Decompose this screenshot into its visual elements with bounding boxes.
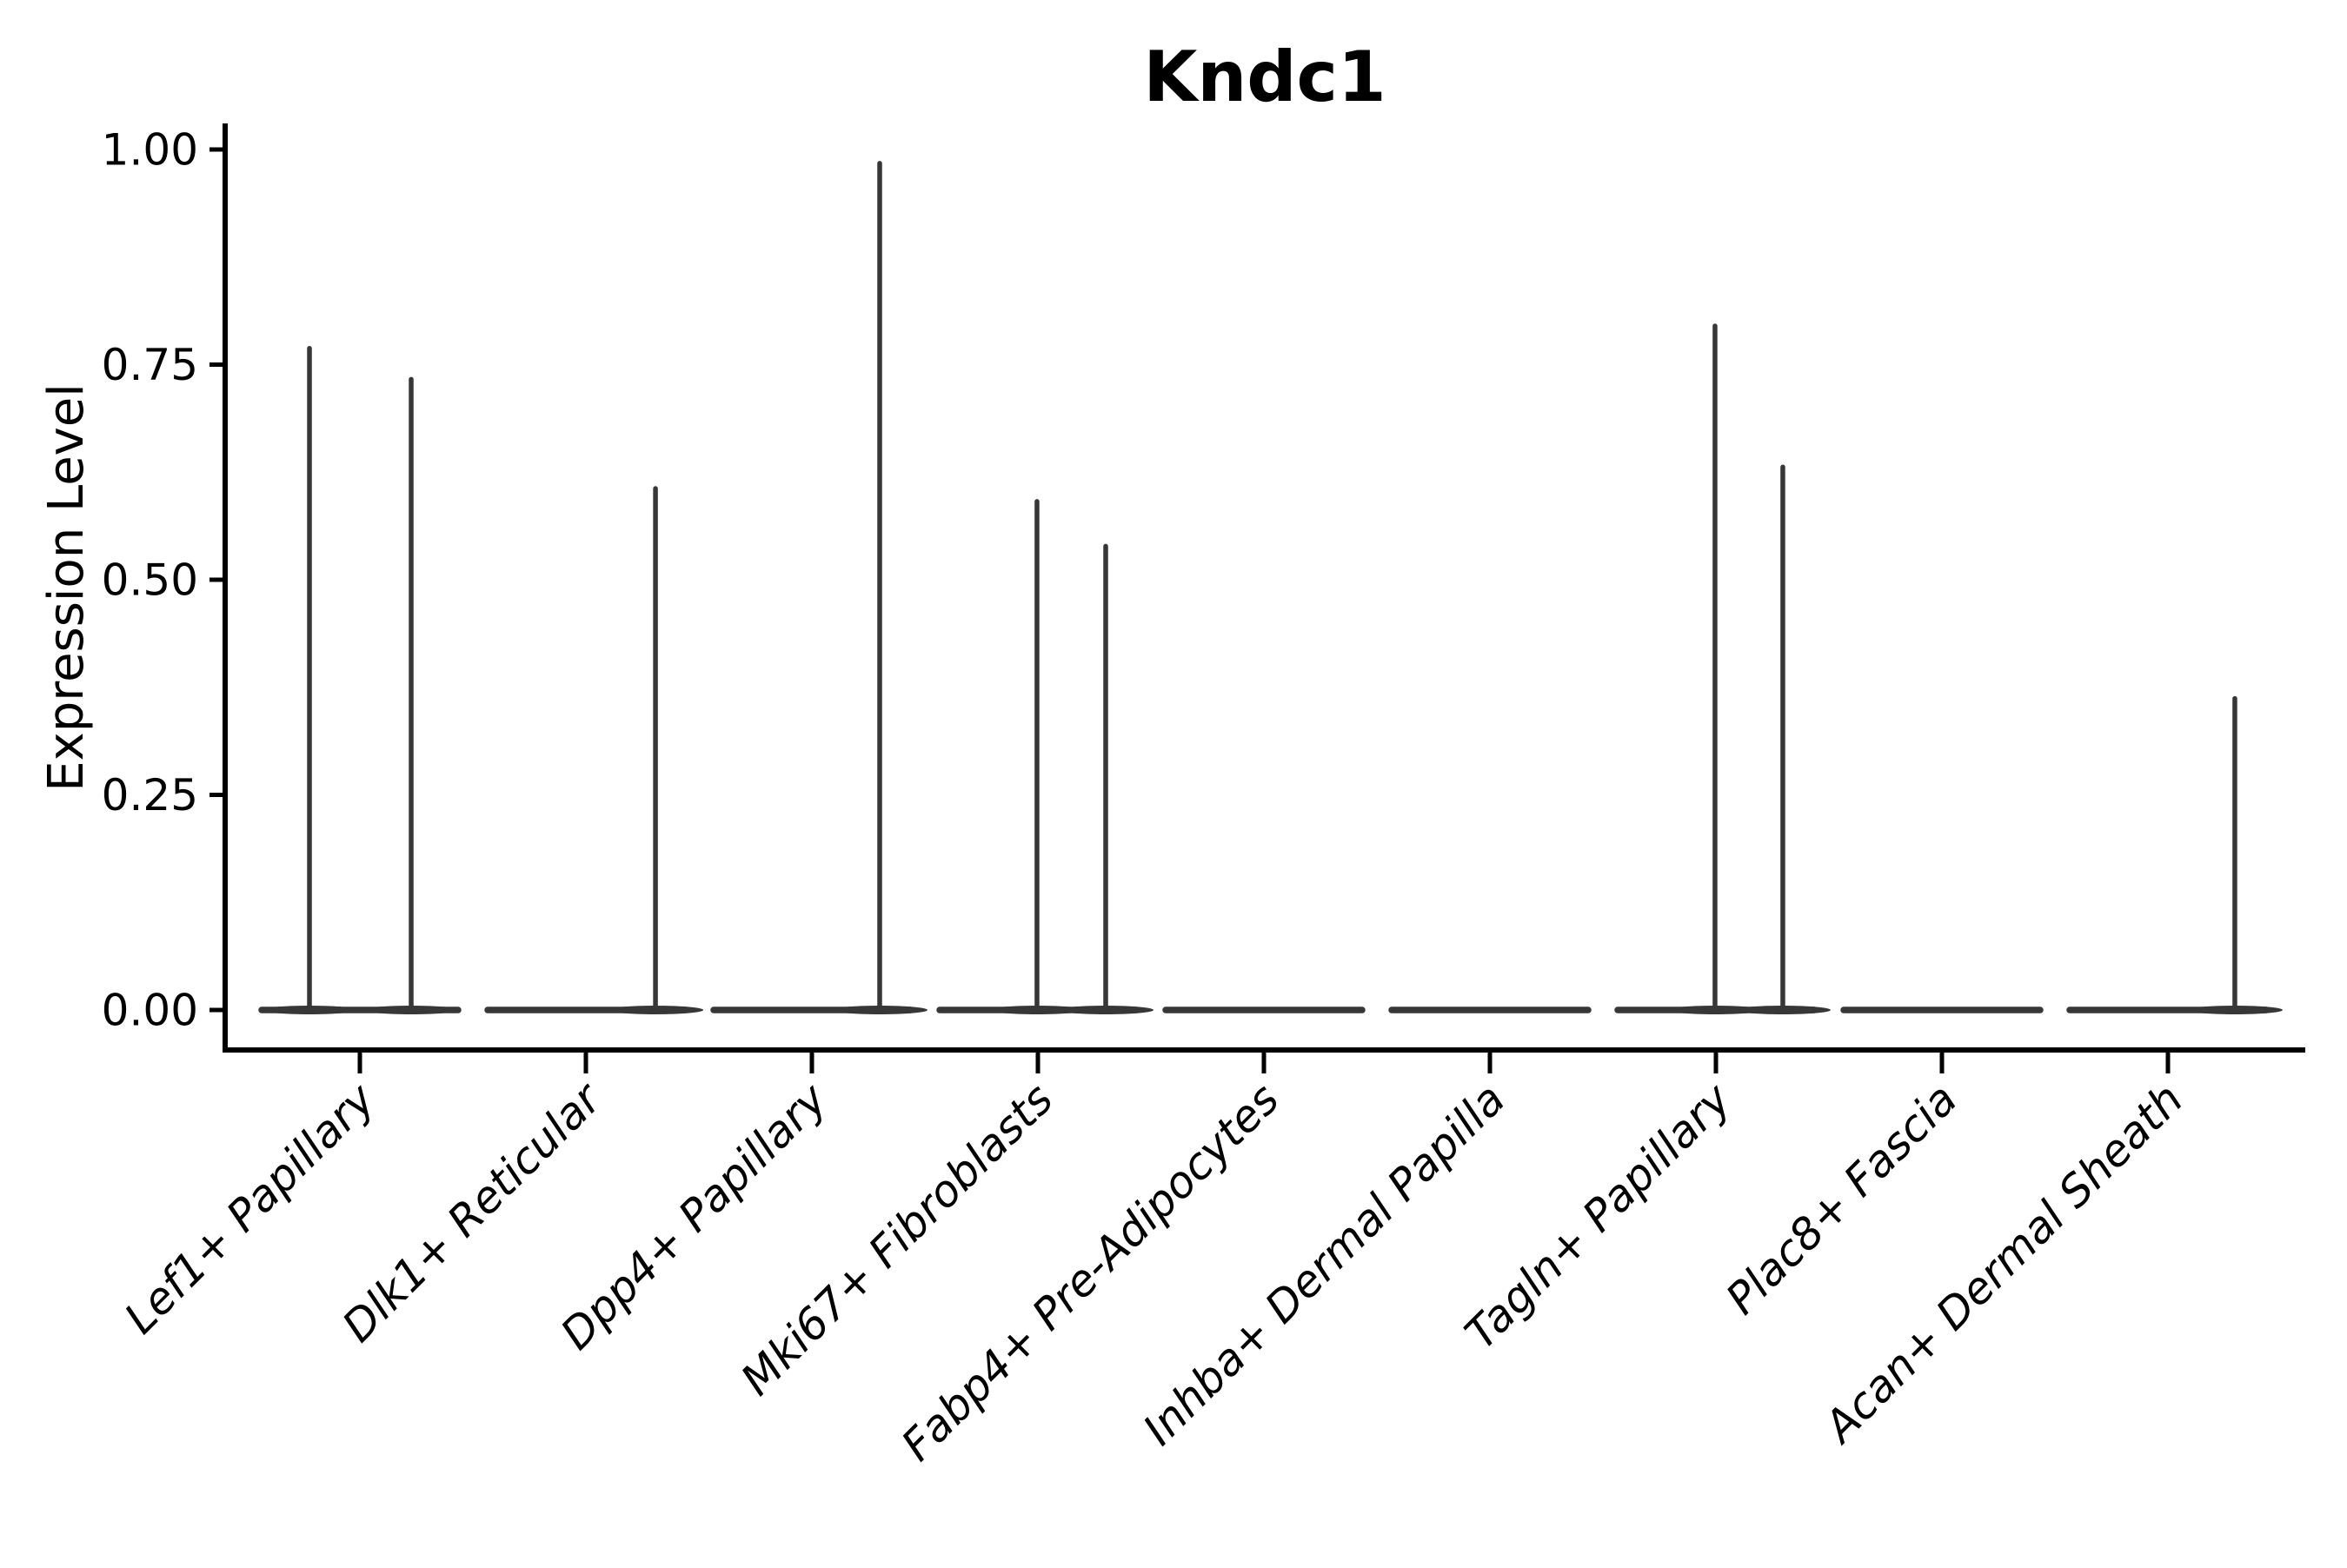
x-tick xyxy=(583,1053,588,1073)
y-tick-label: 0.00 xyxy=(102,986,198,1036)
x-tick xyxy=(1939,1053,1945,1073)
y-tick-label: 0.75 xyxy=(102,340,198,390)
y-axis: 0.00 0.25 0.50 0.75 1.00 xyxy=(102,125,225,1036)
x-tick-label: Plac8+ Fascia xyxy=(1717,1073,1967,1324)
y-tick xyxy=(209,362,225,367)
y-axis-label: Expression Level xyxy=(38,383,95,792)
x-tick xyxy=(1713,1053,1719,1073)
chart-title: Kndc1 xyxy=(1143,37,1386,117)
x-tick xyxy=(2165,1053,2171,1073)
y-tick-label: 1.00 xyxy=(102,125,198,176)
violin-series xyxy=(258,161,2283,1014)
x-tick xyxy=(1035,1053,1041,1073)
x-tick xyxy=(1487,1053,1493,1073)
y-tick xyxy=(209,1007,225,1013)
y-tick-label: 0.50 xyxy=(102,555,198,606)
y-tick xyxy=(209,793,225,797)
x-axis-spine xyxy=(223,1047,2305,1053)
x-tick-label: Fabp4+ Pre-Adipocytes xyxy=(892,1073,1289,1471)
y-tick-label: 0.25 xyxy=(102,770,198,821)
x-tick xyxy=(1261,1053,1267,1073)
y-tick xyxy=(209,577,225,582)
x-tick xyxy=(809,1053,814,1073)
x-tick xyxy=(357,1053,362,1073)
y-tick xyxy=(209,147,225,152)
y-axis-spine xyxy=(223,123,228,1053)
x-tick-label: Inhba+ Dermal Papilla xyxy=(1134,1073,1514,1454)
x-tick-label: Acan+ Dermal Sheath xyxy=(1813,1073,2193,1453)
